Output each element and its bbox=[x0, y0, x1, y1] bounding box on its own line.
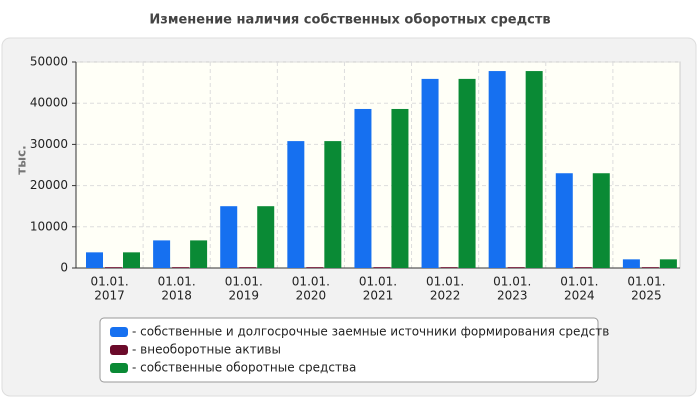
bar bbox=[220, 206, 238, 268]
legend-label: - собственные оборотные средства bbox=[132, 361, 356, 375]
x-tick-label: 01.01. bbox=[426, 275, 464, 289]
legend-swatch bbox=[110, 345, 128, 355]
bar bbox=[641, 267, 659, 268]
bar bbox=[354, 108, 372, 268]
bar bbox=[555, 173, 573, 268]
bar bbox=[373, 267, 391, 268]
bar bbox=[488, 71, 506, 269]
y-axis-label: тыс. bbox=[15, 145, 29, 174]
x-tick-label: 01.01. bbox=[627, 275, 665, 289]
x-tick-label: 2022 bbox=[430, 289, 461, 303]
x-tick-label: 2017 bbox=[94, 289, 125, 303]
bar bbox=[172, 267, 190, 268]
x-tick-label: 01.01. bbox=[292, 275, 330, 289]
bar bbox=[440, 267, 458, 268]
x-tick-label: 01.01. bbox=[225, 275, 263, 289]
bar bbox=[153, 240, 171, 268]
x-tick-label: 2025 bbox=[631, 289, 662, 303]
bar bbox=[458, 78, 476, 268]
bar bbox=[622, 259, 640, 268]
bar bbox=[391, 108, 409, 268]
x-tick-label: 2023 bbox=[497, 289, 528, 303]
plot-area bbox=[75, 61, 681, 269]
legend-box bbox=[99, 317, 599, 383]
bar bbox=[574, 267, 592, 268]
bar bbox=[105, 267, 122, 268]
chart-title: Изменение наличия собственных оборотных … bbox=[149, 13, 550, 28]
x-tick-label: 01.01. bbox=[560, 275, 598, 289]
y-tick-label: 20000 bbox=[30, 178, 68, 192]
legend-label: - собственные и долгосрочные заемные ист… bbox=[132, 325, 609, 339]
x-tick-label: 01.01. bbox=[90, 275, 128, 289]
x-tick-label: 2021 bbox=[363, 289, 394, 303]
y-tick-label: 10000 bbox=[30, 219, 68, 233]
bar bbox=[324, 141, 342, 268]
bar bbox=[287, 141, 305, 268]
legend-swatch bbox=[110, 327, 128, 337]
bar bbox=[421, 78, 439, 268]
bar bbox=[507, 267, 525, 268]
x-tick-label: 2019 bbox=[229, 289, 260, 303]
y-tick-label: 30000 bbox=[30, 137, 68, 151]
x-tick-label: 01.01. bbox=[158, 275, 196, 289]
y-tick-label: 40000 bbox=[30, 96, 68, 110]
bar bbox=[86, 252, 103, 268]
bar bbox=[257, 206, 275, 268]
x-tick-label: 01.01. bbox=[493, 275, 531, 289]
bar bbox=[239, 267, 257, 268]
x-tick-label: 2020 bbox=[296, 289, 327, 303]
x-tick-label: 2024 bbox=[564, 289, 595, 303]
y-tick-label: 50000 bbox=[30, 55, 68, 69]
x-tick-label: 01.01. bbox=[359, 275, 397, 289]
bar bbox=[592, 173, 610, 268]
x-tick-label: 2018 bbox=[161, 289, 192, 303]
bar bbox=[190, 240, 208, 268]
bar bbox=[525, 71, 543, 269]
legend-swatch bbox=[110, 363, 128, 373]
legend-label: - внеоборотные активы bbox=[132, 343, 281, 357]
bar bbox=[306, 267, 324, 268]
bar bbox=[123, 252, 140, 268]
y-tick-label: 0 bbox=[60, 261, 68, 275]
bar bbox=[659, 259, 677, 268]
